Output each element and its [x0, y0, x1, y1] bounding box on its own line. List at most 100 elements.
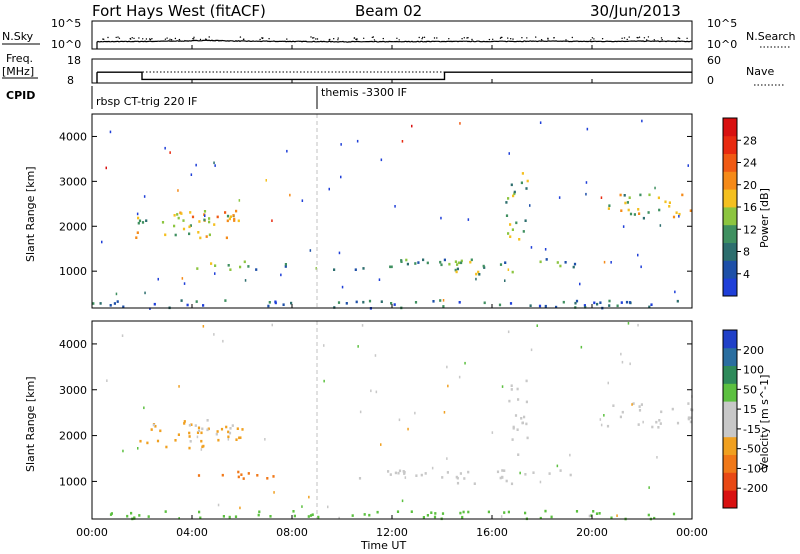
colorbar-swatch [723, 454, 737, 473]
data-cell [658, 208, 661, 212]
colorbar-tick-label: 15 [743, 403, 757, 416]
data-cell [195, 300, 198, 303]
data-cell [678, 212, 681, 216]
data-cell [499, 476, 502, 480]
data-cell [143, 195, 146, 198]
nsky-point [166, 37, 168, 39]
data-cell [239, 506, 241, 510]
data-cell [629, 212, 633, 216]
data-cell [505, 201, 508, 204]
data-cell [637, 253, 639, 257]
data-cell [430, 511, 433, 514]
data-cell [455, 475, 458, 479]
data-cell [575, 299, 579, 303]
data-cell [499, 263, 503, 266]
data-cell [203, 218, 206, 222]
data-cell [668, 205, 671, 208]
data-cell [233, 219, 236, 222]
data-cell [631, 403, 633, 406]
data-cell [137, 221, 140, 225]
data-cell [526, 179, 529, 183]
nsky-line [96, 39, 692, 43]
data-cell [206, 428, 209, 432]
nsky-point [286, 38, 288, 40]
data-cell [569, 473, 572, 477]
data-cell [675, 211, 678, 214]
nsky-point [138, 37, 140, 39]
data-cell [157, 277, 159, 281]
data-cell [197, 426, 201, 430]
data-cell [658, 419, 661, 422]
data-cell [585, 192, 587, 196]
nsky-point [677, 37, 679, 39]
nsky-point [547, 37, 549, 39]
data-cell [456, 267, 459, 271]
data-cell [238, 436, 241, 440]
nsky-point [117, 36, 119, 38]
data-cell [648, 193, 651, 197]
data-cell [139, 439, 142, 443]
data-cell [507, 268, 510, 271]
data-cell [214, 272, 216, 275]
data-cell [202, 304, 205, 307]
data-cell [588, 514, 591, 518]
data-cell [400, 260, 403, 263]
data-cell [110, 512, 113, 515]
data-cell [509, 302, 513, 305]
data-cell [356, 139, 359, 143]
data-cell [603, 414, 605, 417]
data-cell [197, 474, 201, 477]
x-tick-label: 00:00 [676, 526, 708, 539]
data-cell [225, 236, 228, 240]
nsky-point [646, 39, 648, 41]
data-cell [237, 219, 240, 223]
data-cell [612, 404, 615, 407]
nsky-point [169, 38, 171, 40]
data-cell [526, 436, 529, 440]
data-cell [217, 503, 220, 507]
data-cell [214, 164, 216, 167]
nsky-point [512, 38, 514, 40]
data-cell [338, 251, 341, 255]
data-cell [208, 220, 211, 224]
data-cell [380, 443, 382, 446]
data-cell [539, 480, 542, 484]
x-tick-label: 08:00 [276, 526, 308, 539]
data-cell [467, 470, 470, 474]
data-cell [422, 258, 425, 262]
data-cell [600, 423, 603, 427]
data-cell [674, 290, 676, 294]
data-cell [273, 491, 275, 494]
data-cell [470, 258, 473, 262]
data-cell [443, 258, 446, 262]
nsearch-tick-bottom: 10^0 [707, 38, 737, 51]
data-cell [638, 212, 641, 215]
colorbar-tick-label: -200 [743, 482, 768, 495]
data-cell [586, 127, 589, 131]
data-cell [152, 423, 155, 427]
data-cell [517, 453, 520, 456]
freq-series [96, 71, 692, 83]
data-cell [592, 510, 595, 513]
data-cell [681, 193, 684, 197]
data-cell [523, 415, 526, 419]
data-cell [555, 305, 558, 309]
data-cell [362, 300, 365, 304]
y-tick-label: 3000 [59, 175, 87, 188]
data-cell [656, 456, 658, 459]
data-cell [593, 301, 596, 305]
data-cell [146, 441, 149, 445]
data-cell [599, 418, 602, 421]
data-cell [354, 268, 357, 271]
data-cell [525, 400, 528, 404]
data-cell [632, 402, 635, 405]
data-cell [532, 471, 535, 474]
velocity-panel: 1000 2000 3000 4000 Slant Range [km] [24, 320, 694, 521]
data-cell [317, 515, 320, 519]
data-cell [690, 408, 693, 411]
data-cell [525, 187, 528, 190]
data-cell [457, 261, 460, 265]
data-cell [463, 477, 466, 480]
data-cell [414, 301, 418, 304]
data-cell [188, 446, 191, 450]
